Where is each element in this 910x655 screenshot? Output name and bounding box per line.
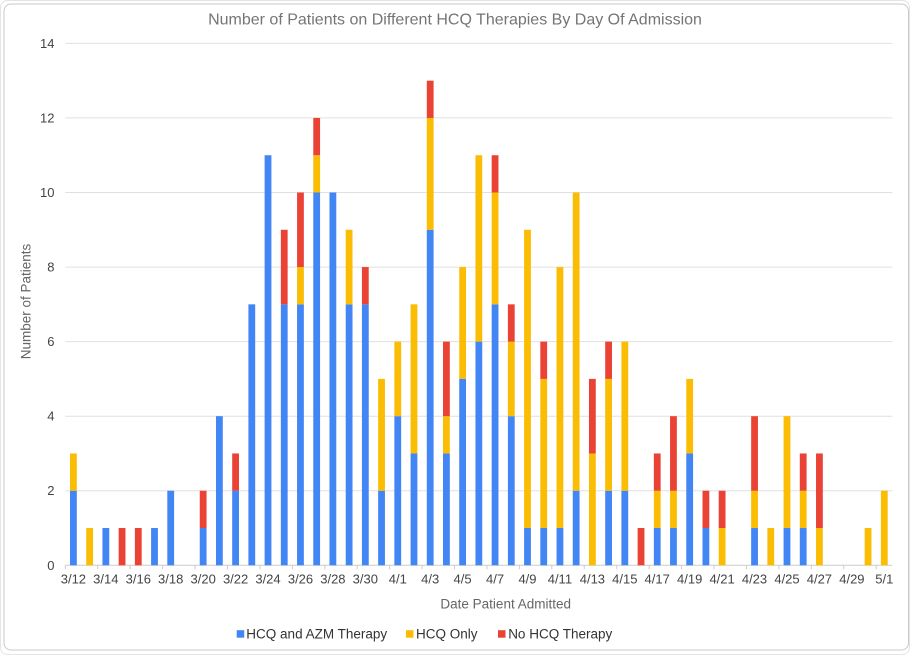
svg-text:8: 8 xyxy=(47,260,54,275)
svg-text:4/15: 4/15 xyxy=(612,572,637,587)
svg-text:2: 2 xyxy=(47,483,54,498)
svg-text:HCQ and AZM Therapy: HCQ and AZM Therapy xyxy=(246,627,387,642)
svg-text:3/26: 3/26 xyxy=(288,572,313,587)
svg-text:3/12: 3/12 xyxy=(61,572,86,587)
svg-text:4: 4 xyxy=(47,409,54,424)
svg-text:4/3: 4/3 xyxy=(421,572,439,587)
svg-text:No HCQ Therapy: No HCQ Therapy xyxy=(508,627,612,642)
svg-text:4/5: 4/5 xyxy=(454,572,472,587)
svg-text:Number of Patients: Number of Patients xyxy=(19,243,34,359)
svg-text:4/7: 4/7 xyxy=(486,572,504,587)
svg-text:HCQ Only: HCQ Only xyxy=(416,627,478,642)
svg-text:12: 12 xyxy=(40,110,54,125)
svg-text:Number of Patients on Differen: Number of Patients on Different HCQ Ther… xyxy=(208,12,702,29)
svg-text:Date Patient Admitted: Date Patient Admitted xyxy=(440,597,571,612)
svg-text:3/24: 3/24 xyxy=(255,572,280,587)
svg-text:4/23: 4/23 xyxy=(742,572,767,587)
svg-text:3/30: 3/30 xyxy=(353,572,378,587)
svg-text:4/21: 4/21 xyxy=(709,572,734,587)
svg-text:10: 10 xyxy=(40,185,54,200)
svg-text:4/17: 4/17 xyxy=(645,572,670,587)
svg-text:3/28: 3/28 xyxy=(320,572,345,587)
svg-text:4/13: 4/13 xyxy=(580,572,605,587)
svg-text:3/20: 3/20 xyxy=(191,572,216,587)
svg-text:4/29: 4/29 xyxy=(839,572,864,587)
svg-text:4/1: 4/1 xyxy=(389,572,407,587)
svg-text:0: 0 xyxy=(47,558,54,573)
svg-text:3/22: 3/22 xyxy=(223,572,248,587)
svg-text:6: 6 xyxy=(47,334,54,349)
svg-text:3/14: 3/14 xyxy=(93,572,118,587)
svg-text:4/9: 4/9 xyxy=(518,572,536,587)
svg-text:4/27: 4/27 xyxy=(807,572,832,587)
svg-text:3/18: 3/18 xyxy=(158,572,183,587)
svg-text:4/11: 4/11 xyxy=(548,572,572,587)
svg-text:14: 14 xyxy=(40,36,54,51)
svg-text:4/19: 4/19 xyxy=(677,572,702,587)
svg-text:3/16: 3/16 xyxy=(126,572,151,587)
svg-text:5/1: 5/1 xyxy=(875,572,893,587)
svg-text:4/25: 4/25 xyxy=(774,572,799,587)
